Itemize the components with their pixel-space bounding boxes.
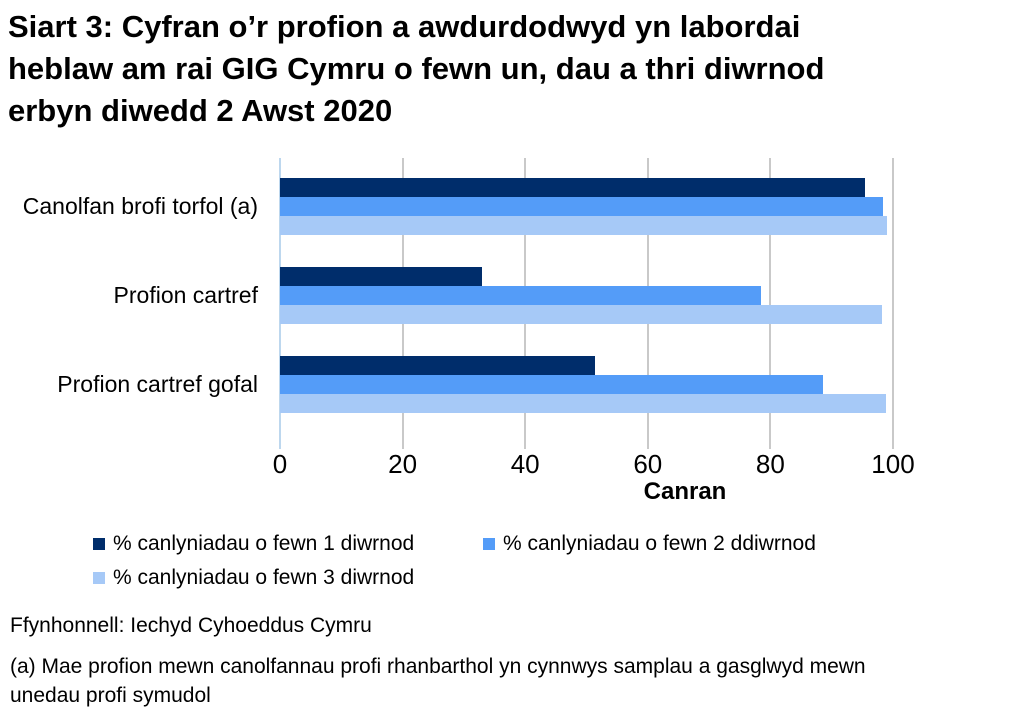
axis-tick (769, 443, 772, 449)
legend-swatch-icon (93, 572, 105, 584)
bar (280, 286, 761, 305)
tick-label: 0 (272, 449, 288, 479)
axis-tick (892, 443, 894, 449)
category-axis: Canolfan brofi torfol (a) Profion cartref… (0, 158, 258, 443)
category-label: Canolfan brofi torfol (a) (22, 193, 258, 219)
axis-tick (646, 443, 649, 449)
tick-label: 100 (871, 449, 915, 479)
plot-area (279, 158, 894, 449)
bar (280, 375, 823, 394)
source-text: Ffynhonnell: Iechyd Cyhoeddus Cymru (10, 614, 372, 637)
legend-label: % canlyniadau o fewn 2 ddiwrnod (503, 532, 816, 555)
axis-tick (401, 443, 404, 449)
category-label: Profion cartref gofal (57, 371, 258, 397)
category-label: Profion cartref (113, 282, 258, 308)
bar-group (280, 356, 893, 413)
axis-tick (279, 443, 281, 449)
bar (280, 267, 483, 286)
bar (280, 197, 884, 216)
bar (280, 356, 596, 375)
gridline (892, 158, 894, 443)
legend-item: % canlyniadau o fewn 2 ddiwrnod (483, 532, 816, 556)
legend-label: % canlyniadau o fewn 1 diwrnod (113, 532, 415, 555)
tick-label: 40 (510, 449, 540, 479)
bar (280, 216, 887, 235)
tick-label: 60 (633, 449, 663, 479)
legend-label: % canlyniadau o fewn 3 diwrnod (113, 566, 415, 589)
tick-label: 20 (388, 449, 418, 479)
x-axis-ticks: 0 20 40 60 80 100 (273, 449, 915, 482)
bar (280, 178, 865, 197)
legend-swatch-icon (483, 538, 495, 550)
gridline (769, 158, 772, 443)
footnote-text: (a) Mae profion mewn canolfannau profi r… (10, 655, 866, 707)
page-title: Siart 3: Cyfran o’r profion a awdurdodwy… (8, 9, 825, 128)
legend-item: % canlyniadau o fewn 1 diwrnod (93, 532, 414, 556)
bar (280, 394, 886, 413)
axis-tick (524, 443, 527, 449)
x-axis-title: Canran (643, 478, 727, 505)
legend-swatch-icon (93, 538, 105, 550)
bar-group (280, 267, 893, 324)
tick-label: 80 (755, 449, 785, 479)
legend-item: % canlyniadau o fewn 3 diwrnod (93, 566, 414, 590)
bar-group (280, 178, 893, 235)
bar (280, 305, 882, 324)
